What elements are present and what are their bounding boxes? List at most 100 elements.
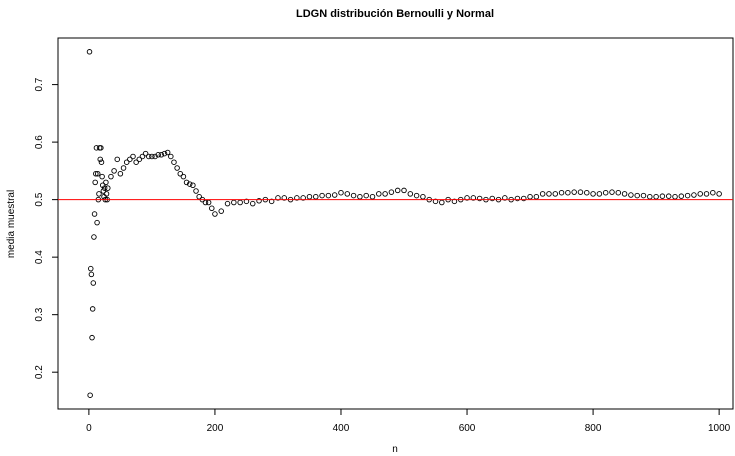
point	[710, 189, 716, 196]
point	[527, 194, 533, 200]
point	[275, 195, 281, 201]
x-tick-label: 1000	[708, 423, 731, 434]
y-tick-label: 0.6	[34, 135, 45, 149]
point	[470, 195, 477, 201]
point	[177, 170, 184, 177]
point	[98, 145, 104, 151]
point	[88, 265, 94, 272]
point	[678, 193, 685, 199]
point	[401, 187, 407, 194]
point	[615, 189, 622, 196]
point	[193, 188, 199, 194]
point	[186, 181, 193, 187]
point	[117, 170, 124, 177]
point	[212, 211, 218, 217]
point	[133, 159, 139, 165]
point	[190, 182, 196, 188]
point	[231, 199, 237, 206]
point	[684, 192, 691, 199]
point	[155, 152, 161, 158]
point	[105, 185, 111, 191]
point	[123, 159, 130, 165]
point	[325, 192, 332, 199]
point	[94, 219, 100, 226]
point	[88, 271, 95, 278]
point	[533, 194, 540, 200]
point	[86, 49, 93, 55]
point	[665, 193, 672, 199]
point	[114, 156, 120, 163]
point	[439, 199, 445, 206]
point	[394, 187, 401, 194]
point	[640, 192, 647, 199]
x-tick-label: 200	[207, 423, 224, 434]
point	[546, 191, 552, 197]
point	[209, 205, 215, 212]
point	[300, 195, 306, 201]
point	[98, 159, 105, 165]
point	[420, 194, 426, 200]
point	[558, 189, 565, 196]
point	[202, 199, 209, 206]
y-tick-label: 0.5	[34, 192, 45, 206]
point	[350, 192, 357, 199]
point	[716, 191, 722, 197]
point	[218, 208, 224, 214]
point	[94, 170, 101, 177]
point	[237, 199, 243, 206]
point	[101, 185, 108, 191]
point	[451, 198, 458, 205]
point	[89, 306, 96, 312]
y-tick-label: 0.4	[34, 250, 45, 264]
point	[161, 150, 168, 157]
point	[590, 191, 596, 197]
point	[130, 153, 136, 160]
point	[93, 170, 99, 177]
point	[382, 191, 388, 197]
point	[464, 195, 470, 201]
point	[136, 156, 143, 163]
point	[149, 153, 155, 160]
point	[180, 173, 187, 180]
point	[571, 189, 577, 195]
point	[539, 191, 546, 197]
point	[90, 280, 97, 286]
point	[319, 192, 325, 199]
point	[476, 195, 483, 202]
x-tick-label: 0	[86, 423, 92, 434]
point	[659, 193, 666, 199]
point	[376, 191, 382, 197]
point	[357, 194, 363, 200]
point	[168, 153, 174, 160]
point	[306, 194, 313, 200]
point	[407, 191, 414, 197]
y-tick-label: 0.3	[34, 307, 45, 321]
point	[127, 156, 133, 163]
point	[697, 191, 703, 197]
point	[92, 179, 98, 186]
point	[294, 195, 300, 201]
point	[171, 159, 177, 165]
point	[174, 165, 180, 171]
point	[103, 191, 110, 197]
point	[142, 150, 149, 157]
x-axis-label: n	[392, 444, 398, 455]
point	[502, 195, 508, 201]
point	[432, 198, 439, 205]
x-tick-label: 800	[585, 423, 602, 434]
point	[703, 191, 710, 197]
point	[158, 152, 165, 158]
point	[99, 173, 105, 180]
point	[388, 189, 395, 195]
point	[281, 195, 288, 201]
point	[584, 189, 590, 196]
point	[91, 211, 98, 217]
x-tick-label: 400	[333, 423, 350, 434]
point	[120, 165, 127, 171]
point	[139, 153, 146, 160]
point	[249, 200, 256, 207]
point	[565, 189, 571, 196]
point	[413, 192, 420, 199]
point	[87, 392, 93, 398]
